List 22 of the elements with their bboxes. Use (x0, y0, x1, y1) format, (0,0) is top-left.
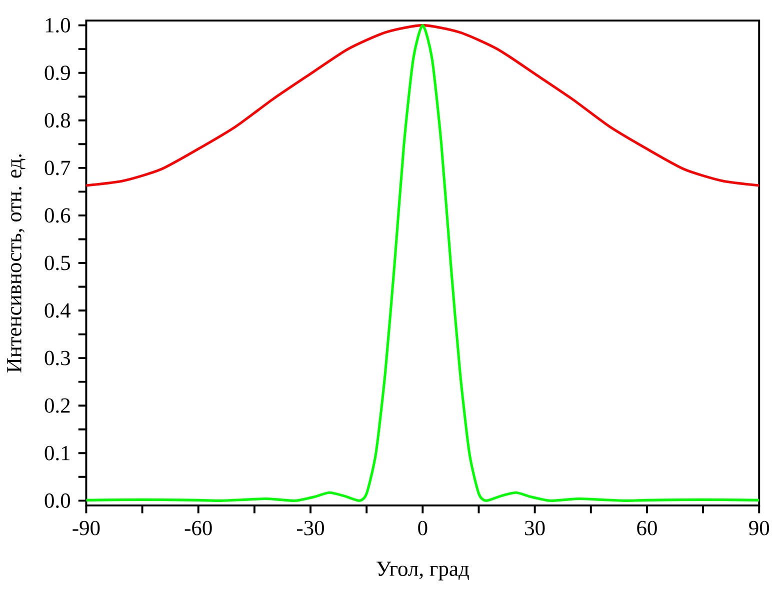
x-tick-label: 90 (749, 520, 770, 536)
y-tick-label: 0.7 (44, 160, 70, 176)
y-tick-label: 0.5 (44, 256, 70, 270)
x-tick-label: -30 (297, 520, 324, 536)
x-tick-label: -60 (184, 520, 212, 536)
x-tick-label: 60 (637, 520, 657, 536)
y-tick-label: 0.3 (44, 350, 70, 366)
y-tick-label: 0.8 (44, 113, 70, 128)
x-tick-label: 30 (525, 520, 545, 536)
line-series (84, 24, 760, 502)
x-tick-label: -90 (72, 520, 100, 536)
y-tick-label: 0.1 (44, 446, 70, 461)
x-tick-label: 0 (418, 520, 428, 536)
y-axis-title: Интенсивность, отн. ед. (7, 154, 26, 373)
y-tick-label: 0.2 (44, 398, 70, 414)
line-series (84, 24, 760, 187)
y-tick-label: 0.6 (44, 208, 70, 223)
y-tick-label: 0.0 (44, 494, 70, 508)
x-axis-title: Угол, град (376, 562, 469, 581)
y-tick-label: 0.4 (44, 303, 70, 318)
y-tick-label: 0.9 (44, 66, 70, 80)
y-tick-label: 1.0 (46, 18, 70, 33)
